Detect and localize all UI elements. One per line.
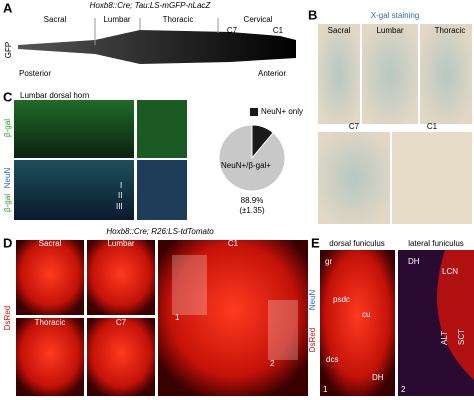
legend-label: NeuN+ only [261, 107, 303, 116]
region-label: Cervical [244, 15, 273, 24]
xgal-image [362, 24, 418, 124]
micrograph [14, 100, 134, 158]
micrograph [137, 100, 187, 158]
region-label: Lumbar [103, 15, 130, 24]
inset-number: 2 [270, 359, 275, 368]
channel-label: GFP [4, 42, 13, 58]
channel-label: NeuN [3, 168, 12, 189]
pie-slice [218, 124, 286, 192]
image-label: C1 [228, 239, 239, 248]
panel-label: D [3, 235, 12, 250]
inset-box [268, 300, 298, 360]
region-label: Thoracic [163, 15, 194, 24]
error-label: (±1.35) [239, 206, 265, 215]
image-label: Lumbar [107, 239, 134, 248]
xgal-image [318, 24, 360, 124]
panel-label: A [3, 0, 13, 15]
image-label: Sacral [328, 26, 351, 35]
slice-label: NeuN+/β-gal+ [221, 161, 271, 170]
region-label: Sacral [44, 15, 67, 24]
panel-label: B [308, 7, 317, 22]
image-label: C7 [349, 122, 360, 131]
image-label: C1 [427, 122, 438, 131]
marker-label: C7 [227, 26, 238, 35]
channel-label: β-gal [3, 194, 12, 212]
region-label: psdc [333, 295, 350, 304]
xgal-image [392, 132, 472, 224]
xgal-image [420, 24, 472, 124]
panel-label: C [3, 89, 13, 104]
panel-title: Hoxb8::Cre; Tau:LS-mGFP-nLacZ [90, 1, 212, 10]
fluorescence-image [158, 240, 308, 396]
micrograph [14, 160, 134, 220]
image-label: Thoracic [35, 318, 66, 327]
lamina-label: III [116, 202, 123, 211]
inset-number: 1 [323, 385, 328, 394]
axis-end-label: Anterior [258, 69, 286, 78]
fluorescence-image [87, 318, 155, 396]
legend-swatch [250, 108, 258, 116]
fluorescence-image [16, 240, 84, 315]
region-label: LCN [442, 267, 458, 276]
region-label: DH [372, 373, 384, 382]
image-label: Sacral [39, 239, 62, 248]
axis-end-label: Posterior [19, 69, 51, 78]
region-label: ALT [440, 331, 449, 345]
panel-title: Hoxb8::Cre; R26:LS-tdTomato [106, 227, 214, 236]
inset-number: 2 [401, 385, 406, 394]
region-label: dcs [326, 355, 338, 364]
micrograph [137, 160, 187, 220]
lamina-label: I [120, 181, 122, 190]
marker-label: C1 [273, 26, 284, 35]
tract-region [437, 250, 474, 380]
panel-title: X-gal staining [371, 11, 419, 20]
fluorescence-image [320, 250, 395, 396]
pie-chart: NeuN+ only NeuN+/β-gal+ 88.9%(±1.35) [218, 107, 303, 215]
image-label: Lumbar [376, 26, 403, 35]
image-label: Thoracic [435, 26, 466, 35]
panels: A Hoxb8::Cre; Tau:LS-mGFP-nLacZ Sacral L… [3, 0, 474, 396]
channel-label: DsRed [3, 306, 12, 330]
fluorescence-image [87, 240, 155, 315]
image-title: lateral funiculus [408, 239, 464, 248]
gfp-strip [18, 30, 296, 64]
inset-number: 1 [175, 313, 180, 322]
region-label: DH [408, 257, 420, 266]
panel-label: E [311, 235, 320, 250]
channel-label: NeuN [308, 290, 317, 311]
image-title: dorsal funiculus [329, 239, 385, 248]
fluorescence-image [16, 318, 84, 396]
image-title: Lumbar dorsal horn [20, 91, 89, 100]
region-label: cu [362, 310, 370, 319]
inset-box [172, 255, 207, 315]
region-label: SCT [457, 329, 466, 345]
image-label: C7 [116, 318, 127, 327]
value-label: 88.9% [241, 196, 264, 205]
xgal-image [318, 132, 390, 224]
channel-label: β-gal [3, 119, 12, 137]
channel-label: DsRed [308, 328, 317, 352]
lamina-label: II [118, 191, 122, 200]
region-label: gr [325, 257, 332, 266]
